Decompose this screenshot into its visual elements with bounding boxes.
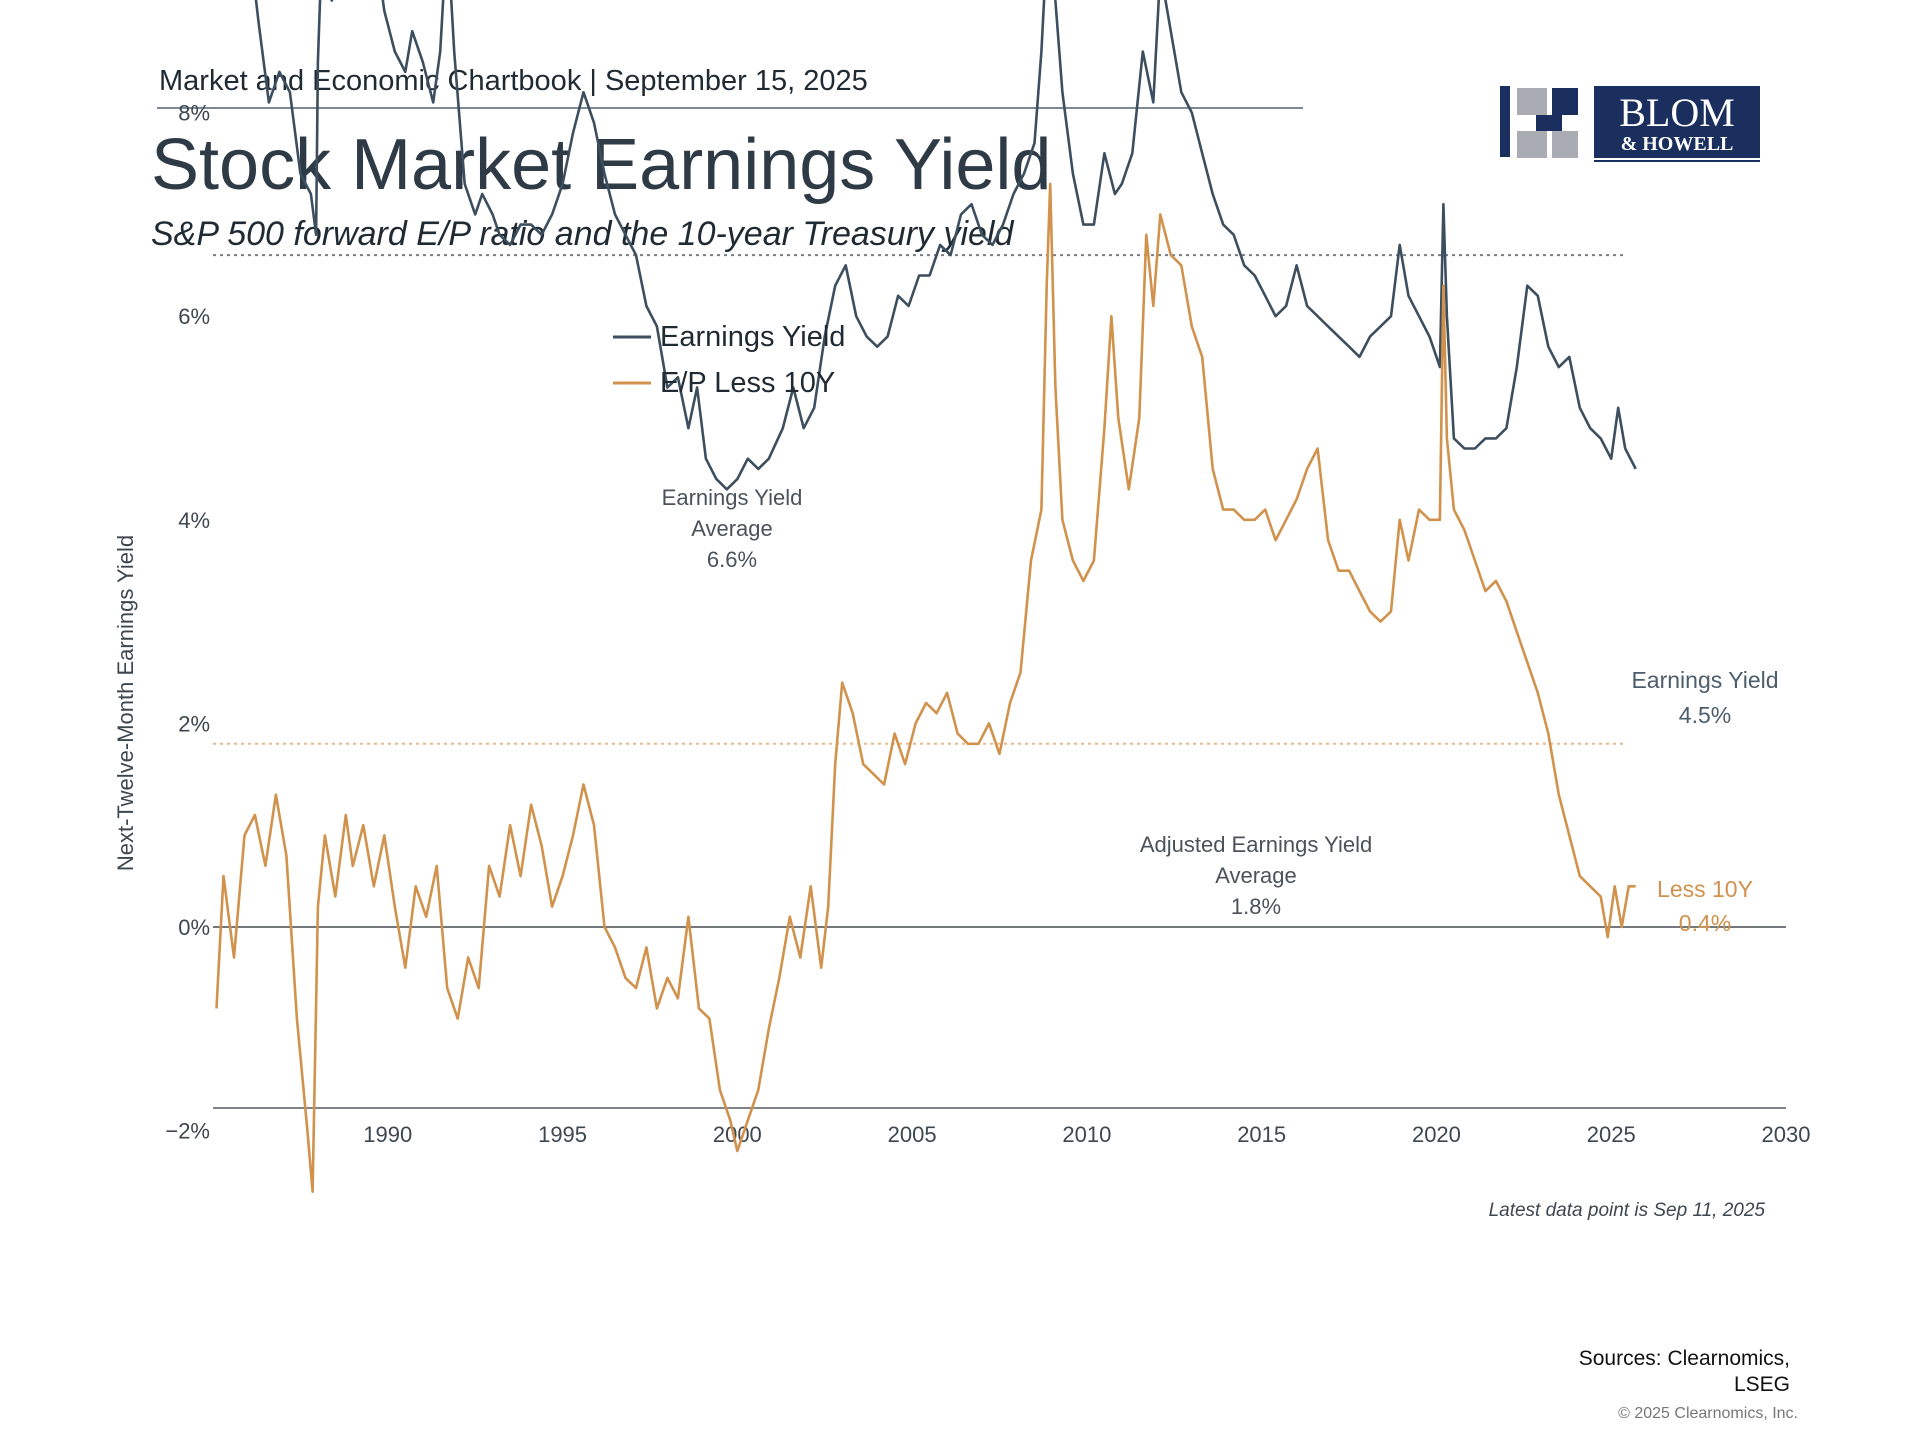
sources-note: Sources: Clearnomics, LSEG [1440, 1346, 1790, 1398]
x-tick-label: 2030 [1762, 1122, 1811, 1147]
x-tick-label: 2020 [1412, 1122, 1461, 1147]
x-tick-label: 2000 [713, 1122, 762, 1147]
reference-line-label: Average [1215, 863, 1297, 888]
reference-line-label: Earnings Yield [662, 485, 803, 510]
page-subtitle: S&P 500 forward E/P ratio and the 10-yea… [151, 215, 1014, 253]
x-tick-label: 2015 [1237, 1122, 1286, 1147]
chart-legend: Earnings Yield E/P Less 10Y [613, 321, 845, 399]
latest-data-note: Latest data point is Sep 11, 2025 [1488, 1200, 1765, 1221]
legend-item-label: E/P Less 10Y [660, 367, 835, 399]
x-tick-label: 1995 [538, 1122, 587, 1147]
sources-line-1: Sources: Clearnomics, [1578, 1347, 1790, 1370]
series-lines [215, 0, 1637, 1193]
y-tick-label: 6% [178, 304, 210, 329]
reference-lines: Earnings Yield Average 6.6% Adjusted Earnin… [213, 254, 1626, 919]
y-tick-label: −2% [165, 1119, 210, 1144]
x-tick-label: 2010 [1062, 1122, 1111, 1147]
end-label-name: Earnings Yield [1631, 667, 1778, 693]
page-title: Stock Market Earnings Yield [151, 125, 1052, 205]
series-line-ep-less-10y [215, 182, 1636, 1193]
y-axis-title: Next-Twelve-Month Earnings Yield [113, 535, 138, 871]
sources-line-2: LSEG [1733, 1373, 1790, 1396]
copyright-note: © 2025 Clearnomics, Inc. [1618, 1405, 1798, 1422]
series-line-earnings-yield [254, 0, 1637, 491]
x-tick-label: 2025 [1587, 1122, 1636, 1147]
reference-line-label: 6.6% [707, 547, 757, 572]
y-tick-label: 2% [178, 711, 210, 736]
blom-howell-logo: BLOM & HOWELL [1500, 86, 1760, 162]
y-axis-ticks: 12%10%8%6%4%2%0%−2% [165, 101, 210, 1144]
x-axis: 1990 1995 2000 2005 2010 2015 2020 2025 2030 [213, 926, 1811, 1147]
y-tick-label: 8% [178, 101, 210, 126]
end-label-value: 0.4% [1679, 910, 1731, 936]
reference-line-label: Average [691, 516, 773, 541]
x-tick-label: 1990 [363, 1122, 412, 1147]
end-label-name: Less 10Y [1657, 876, 1753, 902]
reference-line-label: 1.8% [1231, 894, 1281, 919]
logo-text-blom: BLOM [1619, 90, 1735, 135]
y-tick-label: 4% [178, 508, 210, 533]
logo-text-howell: & HOWELL [1621, 133, 1734, 155]
header-divider [157, 107, 1303, 109]
end-label-value: 4.5% [1679, 702, 1731, 728]
y-tick-label: 0% [178, 915, 210, 940]
series-end-labels: Earnings Yield 4.5% Less 10Y 0.4% [1631, 667, 1778, 936]
legend-item-label: Earnings Yield [660, 321, 845, 353]
reference-line-label: Adjusted Earnings Yield [1140, 832, 1372, 857]
x-tick-label: 2005 [888, 1122, 937, 1147]
